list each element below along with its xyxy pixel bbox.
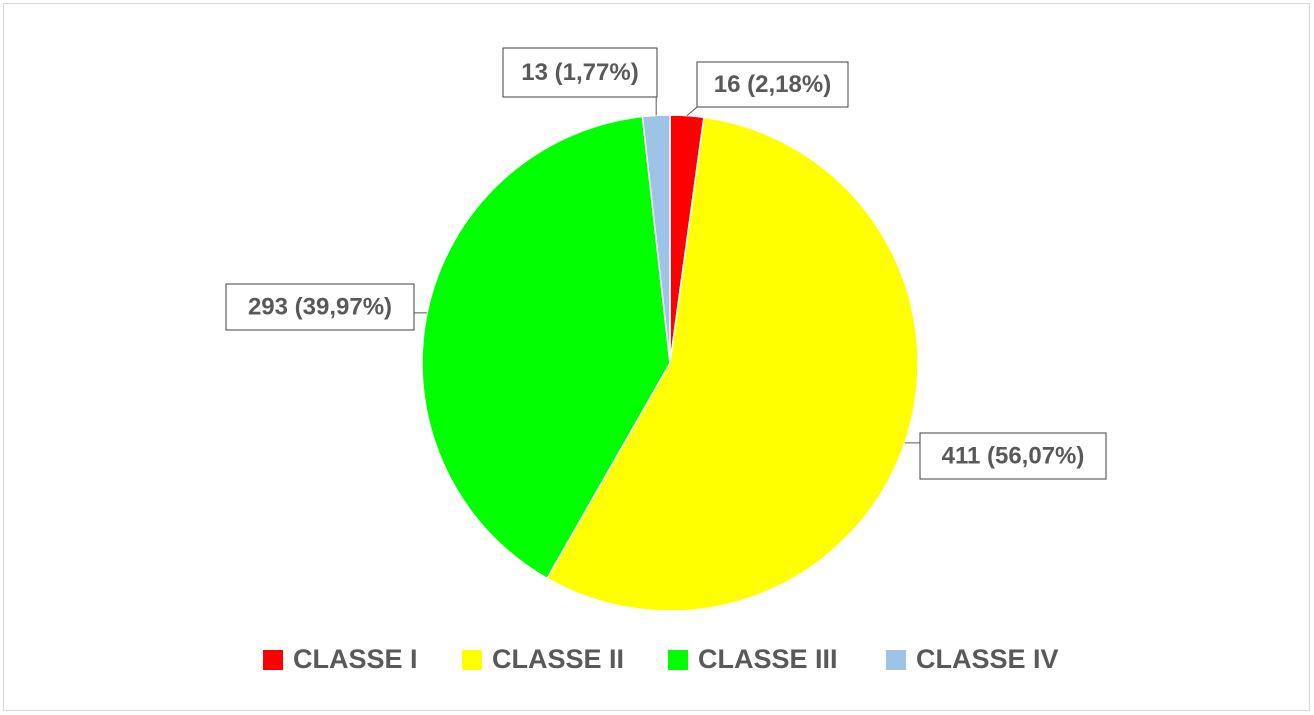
leader-line bbox=[686, 106, 698, 116]
data-label: 16 (2,18%) bbox=[714, 71, 831, 98]
legend-label: CLASSE III bbox=[698, 644, 838, 674]
data-label: 13 (1,77%) bbox=[521, 59, 638, 86]
data-label: 411 (56,07%) bbox=[942, 442, 1085, 469]
label-box bbox=[502, 47, 658, 98]
legend-label: CLASSE II bbox=[492, 644, 624, 674]
label-box bbox=[225, 283, 415, 331]
legend-swatch bbox=[886, 650, 906, 670]
label-box bbox=[696, 61, 849, 108]
data-label: 293 (39,97%) bbox=[248, 293, 392, 320]
legend-label: CLASSE IV bbox=[916, 644, 1059, 674]
legend-label: CLASSE I bbox=[293, 644, 418, 674]
legend-swatch bbox=[668, 650, 688, 670]
pie-slice bbox=[546, 116, 919, 612]
legend-swatch bbox=[263, 650, 283, 670]
label-box bbox=[919, 432, 1107, 480]
legend-swatch bbox=[462, 650, 482, 670]
